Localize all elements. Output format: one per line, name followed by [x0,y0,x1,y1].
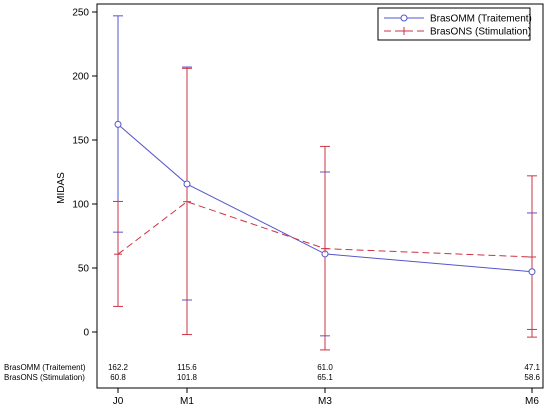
y-tick-label: 50 [78,264,90,275]
table-cell: 162.2 [108,363,129,372]
error-bars [113,16,537,350]
y-tick-label: 150 [72,136,89,147]
y-tick-label: 200 [72,72,89,83]
table-cell: 101.8 [177,373,198,382]
table-cell: 47.1 [524,363,540,372]
table-cell: 65.1 [317,373,333,382]
legend-marker [401,15,407,21]
data-point [528,253,536,261]
x-axis: J0 M1 M3 M6 [113,388,540,407]
table-cell: 58.6 [524,373,540,382]
y-tick-label: 100 [72,200,89,211]
y-axis: 0 50 100 150 200 250 [72,8,97,339]
legend-label: BrasOMM (Traitement) [430,14,532,25]
data-point [183,198,191,206]
legend: BrasOMM (Traitement) BrasONS (Stimulation… [378,8,532,40]
x-tick-label: J0 [113,396,124,407]
data-point [321,245,329,253]
x-tick-label: M1 [180,396,194,407]
y-tick-label: 250 [72,8,89,19]
y-tick-label: 0 [83,328,89,339]
x-tick-label: M6 [525,396,539,407]
data-table: BrasOMM (Traitement) 162.2 115.6 61.0 47.1 Br… [4,363,541,382]
plot-frame [97,4,543,388]
table-row-label: BrasONS (Stimulation) [4,373,85,382]
x-tick-label: M3 [318,396,332,407]
y-axis-label: MIDAS [56,172,67,204]
data-point [184,181,190,187]
data-point [529,269,535,275]
table-cell: 115.6 [177,363,197,372]
legend-label: BrasONS (Stimulation) [430,27,531,38]
table-cell: 60.8 [110,373,126,382]
data-point [115,121,121,127]
data-point [114,250,122,258]
table-row-label: BrasOMM (Traitement) [4,363,86,372]
table-cell: 61.0 [317,363,333,372]
